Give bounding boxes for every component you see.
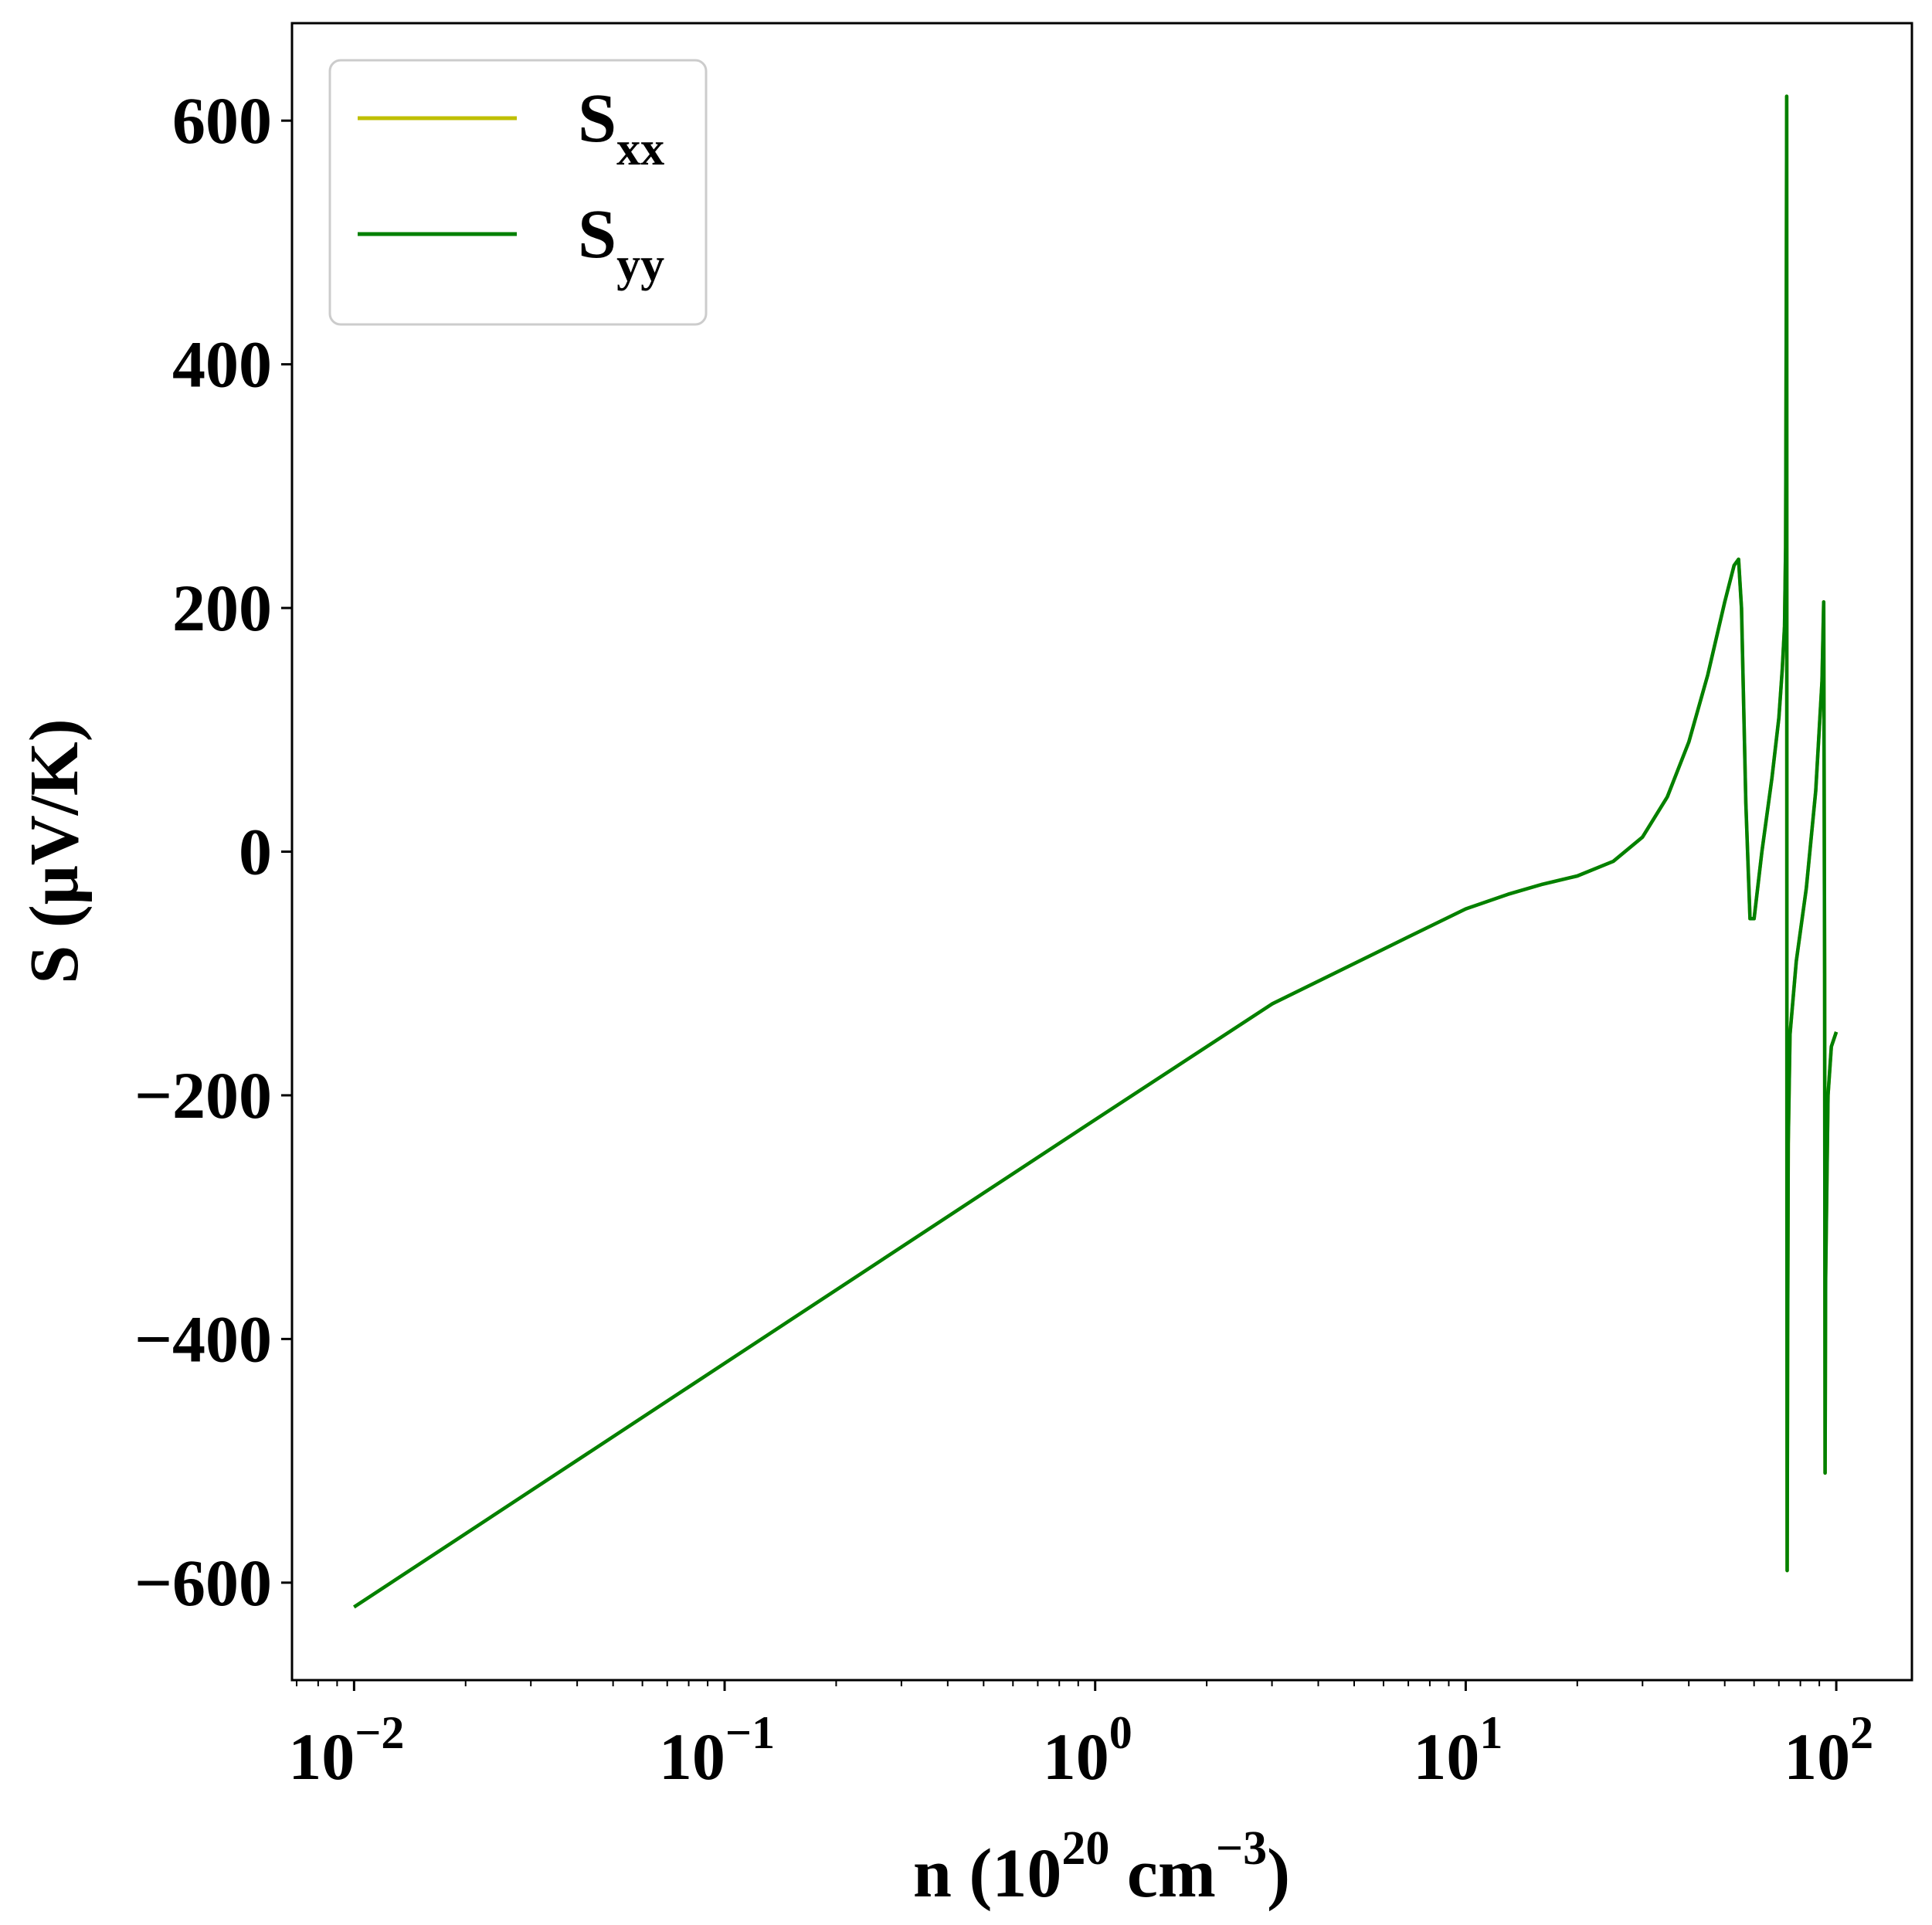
series-line-s-yy xyxy=(353,94,1839,1609)
y-tick-label: 400 xyxy=(172,328,272,402)
y-axis-label: S (μV/K) xyxy=(16,718,93,984)
legend-label-syy-sub: yy xyxy=(616,239,664,291)
x-axis-label-exp1: 20 xyxy=(1061,1822,1109,1875)
y-tick-label: −600 xyxy=(134,1546,272,1620)
legend-label-syy: Syy xyxy=(578,196,664,291)
x-axis-label: n (1020 cm−3) xyxy=(913,1822,1290,1912)
x-tick-label: 10−1 xyxy=(659,1707,775,1794)
legend-label-sxx: Sxx xyxy=(578,80,664,175)
legend-label-syy-main: S xyxy=(578,196,616,273)
x-axis-label-middle: cm xyxy=(1109,1835,1215,1912)
y-tick-label: 200 xyxy=(172,571,272,645)
x-axis-label-exp2: −3 xyxy=(1216,1822,1267,1875)
y-tick-label: 600 xyxy=(172,83,272,158)
legend-box xyxy=(328,59,708,326)
plot-frame xyxy=(290,22,1913,1682)
x-tick-label: 10−2 xyxy=(288,1707,404,1794)
x-tick-label: 102 xyxy=(1784,1707,1873,1794)
legend: Sxx Syy xyxy=(328,59,708,326)
legend-label-sxx-main: S xyxy=(578,80,616,157)
y-tick-label: −200 xyxy=(134,1058,272,1132)
series-layer xyxy=(353,94,1839,1609)
x-axis-ticks: 10−2 10−1 100 101 102 xyxy=(288,1680,1873,1794)
x-tick-label: 101 xyxy=(1413,1707,1502,1794)
y-tick-label: 0 xyxy=(239,815,272,889)
x-tick-label: 100 xyxy=(1043,1707,1132,1794)
x-axis-label-suffix: ) xyxy=(1267,1835,1290,1912)
y-tick-label: −400 xyxy=(134,1302,272,1376)
legend-label-sxx-sub: xx xyxy=(616,123,664,175)
y-axis-ticks: 600 400 200 0 −200 −400 −600 xyxy=(134,83,292,1620)
x-axis-label-prefix: n (10 xyxy=(913,1835,1062,1912)
